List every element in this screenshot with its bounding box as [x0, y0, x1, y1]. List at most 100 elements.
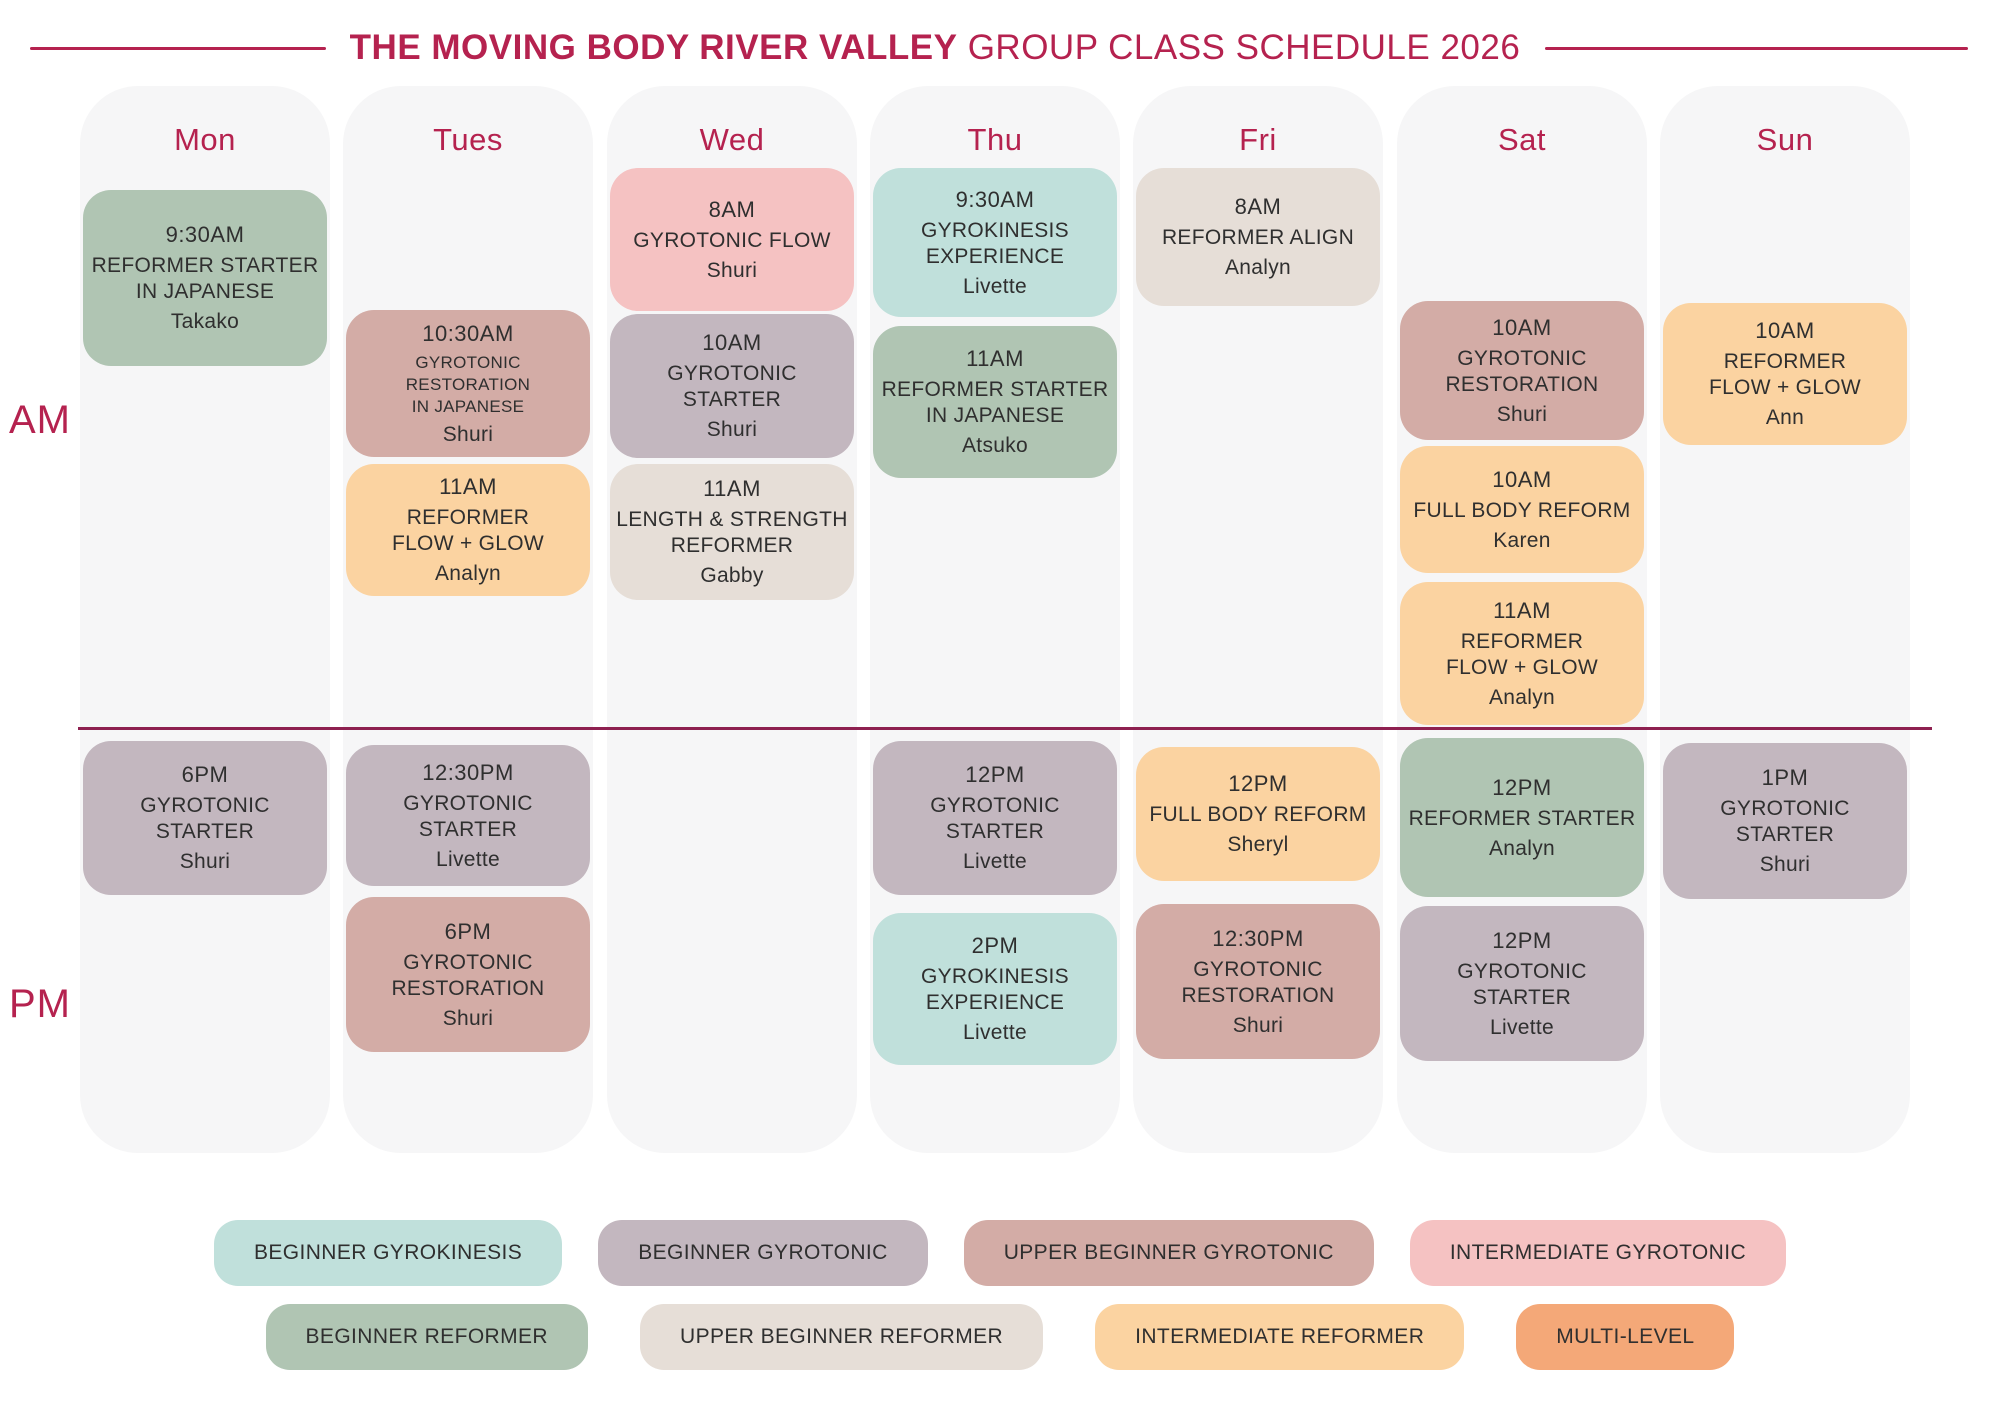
card-instructor: Shuri	[1496, 402, 1548, 426]
class-card-sun-am-1: 10AM REFORMER FLOW + GLOW Ann	[1663, 303, 1907, 445]
class-card-mon-am-1: 9:30AM REFORMER STARTER IN JAPANESE Takako	[83, 190, 327, 366]
day-column-wed: Wed 8AM GYROTONIC FLOW Shuri 10AM GYROTONIC S…	[607, 86, 857, 1153]
card-title-line: REFORMER	[670, 534, 794, 557]
card-time: 1PM	[1761, 765, 1809, 790]
card-time: 10AM	[1755, 318, 1815, 343]
pm-label: PM	[9, 982, 71, 1026]
class-card-tues-am-1: 10:30AM GYROTONIC RESTORATION IN JAPANESE S…	[346, 310, 590, 457]
card-instructor: Livette	[436, 847, 500, 871]
card-time: 10AM	[1492, 466, 1552, 492]
class-card-sun-pm-1: 1PM GYROTONIC STARTER Shuri	[1663, 743, 1907, 899]
card-instructor: Sheryl	[1227, 833, 1289, 856]
card-title-line: LENGTH & STRENGTH	[616, 508, 848, 531]
card-time: 12:30PM	[1212, 925, 1304, 951]
class-card-fri-am-1: 8AM REFORMER ALIGN Analyn	[1136, 168, 1380, 306]
card-title-line: GYROTONIC RESTORATION	[405, 352, 531, 394]
card-title-line: GYROTONIC FLOW	[633, 228, 831, 252]
day-column-sun: Sun 10AM REFORMER FLOW + GLOW Ann 1PM GYROTONI…	[1660, 86, 1910, 1153]
page-title-brand: THE MOVING BODY RIVER VALLEY	[349, 28, 958, 67]
class-card-sat-pm-1: 12PM REFORMER STARTER Analyn	[1400, 738, 1644, 897]
legend-chip-beginner-gyrokinesis: BEGINNER GYROKINESIS	[213, 1220, 563, 1286]
day-header-sat: Sat	[1497, 122, 1547, 157]
class-card-tues-pm-1: 12:30PM GYROTONIC STARTER Livette	[346, 745, 590, 886]
card-instructor: Analyn	[1488, 836, 1555, 860]
legend-chip-upper-beginner-gyrotonic: UPPER BEGINNER GYROTONIC	[963, 1220, 1374, 1286]
legend-chip-intermediate-reformer: INTERMEDIATE REFORMER	[1095, 1304, 1465, 1370]
legend-chip-upper-beginner-reformer: UPPER BEGINNER REFORMER	[640, 1304, 1044, 1370]
card-time: 9:30AM	[955, 186, 1035, 212]
class-card-thu-pm-2: 2PM GYROKINESIS EXPERIENCE Livette	[873, 913, 1117, 1065]
card-instructor: Atsuko	[962, 434, 1028, 457]
card-title-line: GYROKINESIS	[920, 965, 1069, 988]
card-title-line: GYROTONIC STARTER	[403, 791, 533, 841]
card-instructor: Karen	[1493, 528, 1551, 552]
card-time: 6PM	[181, 762, 229, 787]
card-instructor: Ann	[1765, 406, 1805, 429]
card-instructor: Shuri	[706, 258, 758, 282]
card-title-line: GYROTONIC	[403, 950, 533, 974]
class-card-sat-am-2: 10AM FULL BODY REFORM Karen	[1400, 446, 1644, 573]
title-rule-left	[30, 47, 326, 50]
card-time: 8AM	[708, 196, 756, 222]
card-title-line: IN JAPANESE	[135, 280, 275, 303]
card-title-line: FLOW + GLOW	[391, 532, 545, 555]
card-instructor: Analyn	[1488, 685, 1555, 709]
day-header-sun: Sun	[1756, 122, 1814, 157]
legend-chip-intermediate-gyrotonic: INTERMEDIATE GYROTONIC	[1409, 1220, 1787, 1286]
card-title-line: FULL BODY REFORM	[1149, 803, 1367, 826]
class-card-thu-am-2: 11AM REFORMER STARTER IN JAPANESE Atsuko	[873, 326, 1117, 478]
day-header-wed: Wed	[699, 122, 765, 157]
card-instructor: Livette	[963, 274, 1027, 298]
card-instructor: Shuri	[706, 418, 758, 441]
class-card-wed-am-3: 11AM LENGTH & STRENGTH REFORMER Gabby	[610, 464, 854, 600]
class-card-sat-pm-2: 12PM GYROTONIC STARTER Livette	[1400, 906, 1644, 1061]
card-title-line: RESTORATION	[1181, 983, 1335, 1007]
card-time: 6PM	[444, 918, 492, 944]
card-time: 12PM	[1492, 774, 1552, 800]
card-time: 10AM	[702, 330, 762, 355]
card-time: 11AM	[1493, 597, 1551, 623]
day-header-fri: Fri	[1239, 122, 1277, 157]
card-title-line: IN JAPANESE	[411, 396, 525, 416]
card-time: 12PM	[965, 762, 1025, 787]
card-title-line: GYROTONIC	[1193, 957, 1323, 981]
card-title-line: GYROTONIC STARTER	[1457, 959, 1587, 1009]
am-label: AM	[9, 398, 71, 442]
card-instructor: Analyn	[434, 562, 501, 585]
card-instructor: Livette	[963, 1021, 1027, 1044]
legend-chip-multi-level: MULTI-LEVEL	[1516, 1304, 1735, 1370]
card-title-line: GYROTONIC	[1457, 346, 1587, 370]
card-time: 10:30AM	[422, 320, 514, 346]
card-title-line: REFORMER ALIGN	[1161, 226, 1355, 249]
card-title-line: REFORMER	[1723, 350, 1847, 373]
day-header-tues: Tues	[433, 122, 503, 157]
class-card-wed-am-2: 10AM GYROTONIC STARTER Shuri	[610, 314, 854, 458]
card-title-line: GYROTONIC STARTER	[1720, 797, 1850, 846]
day-column-mon: Mon 9:30AM REFORMER STARTER IN JAPANESE Taka…	[80, 86, 330, 1153]
card-title-line: EXPERIENCE	[925, 244, 1065, 268]
day-header-thu: Thu	[967, 122, 1023, 157]
card-time: 8AM	[1234, 194, 1282, 219]
class-card-tues-am-2: 11AM REFORMER FLOW + GLOW Analyn	[346, 464, 590, 596]
day-column-tues: Tues 10:30AM GYROTONIC RESTORATION IN JAPAN…	[343, 86, 593, 1153]
class-card-fri-pm-2: 12:30PM GYROTONIC RESTORATION Shuri	[1136, 904, 1380, 1059]
legend-chip-beginner-gyrotonic: BEGINNER GYROTONIC	[598, 1220, 928, 1286]
card-instructor: Shuri	[179, 850, 231, 873]
page-title-rest: GROUP CLASS SCHEDULE 2026	[967, 28, 1521, 67]
card-title-line: REFORMER STARTER	[1408, 806, 1636, 830]
card-instructor: Shuri	[1232, 1013, 1284, 1037]
day-column-sat: Sat 10AM GYROTONIC RESTORATION Shuri 10AM FULL…	[1397, 86, 1647, 1153]
card-title-line: REFORMER	[1460, 629, 1584, 653]
card-time: 11AM	[439, 474, 497, 499]
card-title-line: REFORMER	[406, 506, 530, 529]
card-title-line: REFORMER STARTER	[91, 254, 319, 277]
am-pm-divider	[78, 727, 1932, 730]
card-title-line: FLOW + GLOW	[1445, 655, 1599, 679]
card-instructor: Takako	[170, 310, 240, 333]
card-time: 12PM	[1492, 927, 1552, 953]
legend-chip-beginner-reformer: BEGINNER REFORMER	[265, 1304, 588, 1370]
legend-row-2: BEGINNER REFORMER UPPER BEGINNER REFORMER…	[0, 1304, 2000, 1370]
card-instructor: Shuri	[442, 1006, 494, 1030]
class-card-fri-pm-1: 12PM FULL BODY REFORM Sheryl	[1136, 747, 1380, 881]
